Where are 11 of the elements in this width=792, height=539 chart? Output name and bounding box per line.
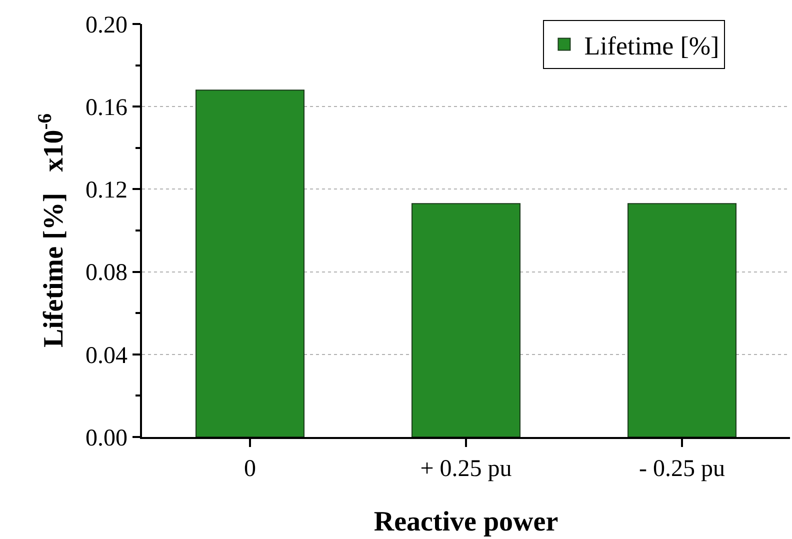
legend-label: Lifetime [%] (584, 31, 720, 60)
x-tick-label: 0 (244, 456, 256, 482)
x-tick-label: - 0.25 pu (639, 456, 725, 482)
y-tick-label: 0.16 (85, 95, 128, 121)
y-tick-label: 0.04 (85, 342, 128, 369)
y-tick-label: 0.20 (85, 12, 128, 38)
x-axis-title: Reactive power (374, 506, 558, 538)
y-tick-label: 0.08 (85, 260, 128, 286)
y-tick-label: 0.12 (85, 178, 128, 204)
y-tick-label: 0.00 (85, 425, 128, 452)
x-tick-label: + 0.25 pu (420, 456, 512, 482)
